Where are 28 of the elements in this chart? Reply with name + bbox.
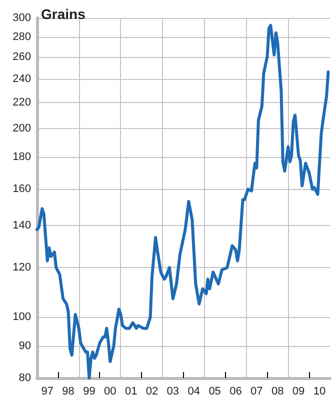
x-tick-label: 99 xyxy=(83,386,96,398)
y-tick-label: 100 xyxy=(12,311,31,324)
y-tick-label: 280 xyxy=(12,30,31,43)
x-tick-label: 08 xyxy=(272,386,284,398)
y-tick-label: 80 xyxy=(18,372,31,384)
y-tick-label: 240 xyxy=(12,72,31,85)
x-tick-label: 06 xyxy=(230,386,242,398)
x-tick-label: 09 xyxy=(292,386,305,398)
x-tick-label: 02 xyxy=(146,386,158,398)
y-tick-label: 260 xyxy=(12,50,31,63)
x-tick-label: 98 xyxy=(62,386,74,398)
x-tick-label: 10 xyxy=(313,386,326,398)
chart-title: Grains xyxy=(41,6,86,22)
x-tick-label: 03 xyxy=(166,386,180,398)
y-tick-label: 200 xyxy=(12,122,31,134)
x-tick-label: 97 xyxy=(41,386,54,398)
y-tick-label: 90 xyxy=(18,340,31,352)
y-tick-label: 300 xyxy=(12,12,31,24)
x-tick-label: 07 xyxy=(250,386,263,398)
x-tick-label: 01 xyxy=(124,386,138,398)
y-tick-label: 140 xyxy=(12,220,31,232)
y-tick-label: 180 xyxy=(12,151,31,164)
y-tick-label: 220 xyxy=(12,96,31,108)
y-tick-label: 120 xyxy=(12,262,31,274)
x-tick-label: 05 xyxy=(208,386,221,398)
x-tick-label: 04 xyxy=(188,386,200,398)
x-tick-label: 00 xyxy=(104,386,116,398)
y-tick-label: 160 xyxy=(12,183,31,196)
